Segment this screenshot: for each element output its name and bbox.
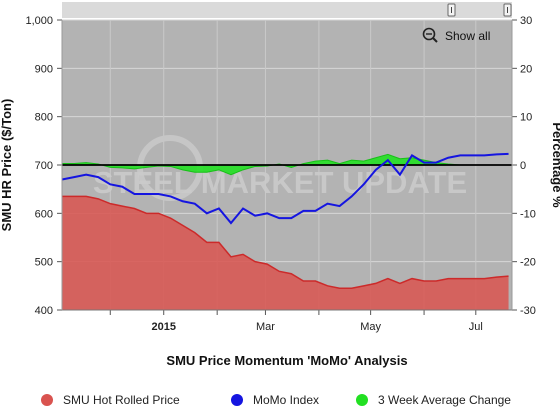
zoom-out-icon xyxy=(422,27,436,41)
series-hot-rolled-area xyxy=(62,196,509,310)
y-left-tick-label: 600 xyxy=(35,208,53,220)
series-momo-line xyxy=(61,152,509,225)
y-right-tick-label: 30 xyxy=(520,15,532,27)
y-left-tick-label: 400 xyxy=(35,305,53,317)
y-right-tick-label: -20 xyxy=(520,257,536,269)
x-tick-label: Jul xyxy=(469,321,483,333)
y-left-tick-label: 1,000 xyxy=(25,15,53,27)
x-tick-label: 2015 xyxy=(151,321,175,333)
y-right-tick-label: 20 xyxy=(520,63,532,75)
y-left-tick-label: 500 xyxy=(35,257,53,269)
legend-label: MoMo Index xyxy=(253,393,319,407)
y-right-tick-label: 0 xyxy=(520,160,526,172)
legend-marker xyxy=(356,394,368,406)
navigator-track[interactable] xyxy=(62,2,512,18)
legend-marker xyxy=(41,394,53,406)
series-layer xyxy=(61,152,512,310)
show-all-label[interactable]: Show all xyxy=(445,29,490,43)
legend-label: SMU Hot Rolled Price xyxy=(63,393,180,407)
y-right-tick-label: 10 xyxy=(520,112,532,124)
y-axis-left-title: SMU HR Price ($/Ton) xyxy=(0,99,14,232)
legend-marker xyxy=(231,394,243,406)
show-all-button[interactable]: Show all xyxy=(422,27,491,44)
x-tick-label: Mar xyxy=(256,321,275,333)
zoom-out-icon-handle xyxy=(432,37,438,43)
y-right-tick-label: -10 xyxy=(520,208,536,220)
chart-title: SMU Price Momentum 'MoMo' Analysis xyxy=(166,353,407,368)
y-axis-right-title: Percentage % xyxy=(550,122,560,208)
y-right-tick-label: -30 xyxy=(520,305,536,317)
series-hot-rolled-line xyxy=(62,195,509,289)
y-left-tick-label: 800 xyxy=(35,112,53,124)
x-tick-label: May xyxy=(360,321,381,333)
y-left-tick-label: 700 xyxy=(35,160,53,172)
legend-item-momo[interactable]: MoMo Index xyxy=(231,393,319,407)
legend-item-3-week-average[interactable]: 3 Week Average Change xyxy=(356,393,511,407)
axes-layer: 400 500 600 700 800 900 1,000 -30 -20 -10 0 10 20 30 2… xyxy=(25,15,535,333)
y-left-tick-label: 900 xyxy=(35,63,53,75)
legend: SMU Hot Rolled Price MoMo Index 3 Week Ave… xyxy=(41,393,511,407)
legend-item-hot-rolled[interactable]: SMU Hot Rolled Price xyxy=(41,393,180,407)
legend-label: 3 Week Average Change xyxy=(378,393,511,407)
